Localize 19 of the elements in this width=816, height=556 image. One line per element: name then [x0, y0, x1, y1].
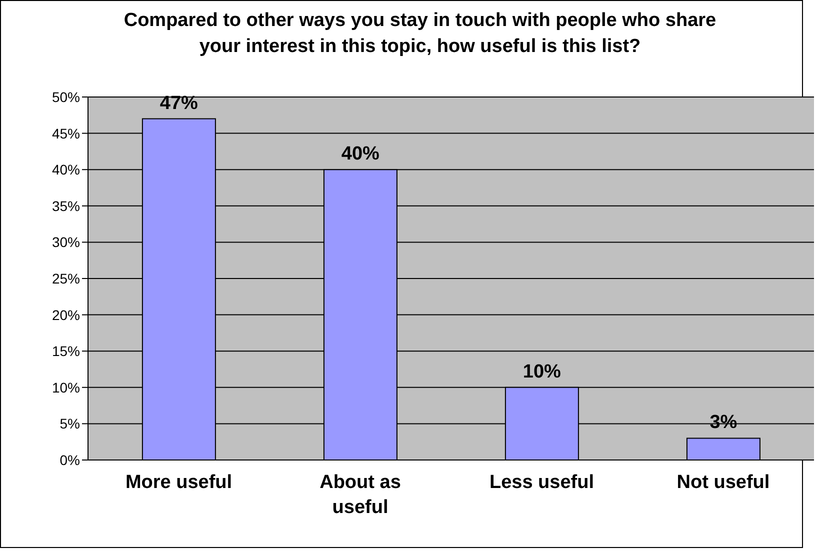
y-tick-label: 20% [52, 306, 80, 323]
y-tick-label: 10% [52, 379, 80, 396]
x-tick-label: Less useful [489, 472, 594, 493]
y-tick-label: 15% [52, 343, 80, 360]
bar [686, 438, 760, 460]
y-tick-label: 0% [60, 452, 80, 468]
y-tick-label: 25% [52, 270, 80, 286]
x-tick-label: About as useful [320, 472, 401, 518]
y-tick-label: 40% [52, 162, 80, 178]
y-tick-label: 30% [52, 234, 80, 250]
data-label: 10% [522, 361, 562, 382]
y-tick-label: 50% [52, 88, 80, 105]
data-label: 40% [341, 144, 380, 165]
x-tick-label: Not useful [676, 472, 770, 493]
y-tick-label: 5% [60, 416, 80, 432]
y-tick-label: 45% [52, 125, 80, 142]
x-tick-label: More useful [125, 472, 232, 493]
y-tick-label: 35% [52, 198, 80, 214]
chart-title: Compared to other ways you stay in touch with people who share your interest in this topic, how useful is this list? [122, 9, 718, 59]
